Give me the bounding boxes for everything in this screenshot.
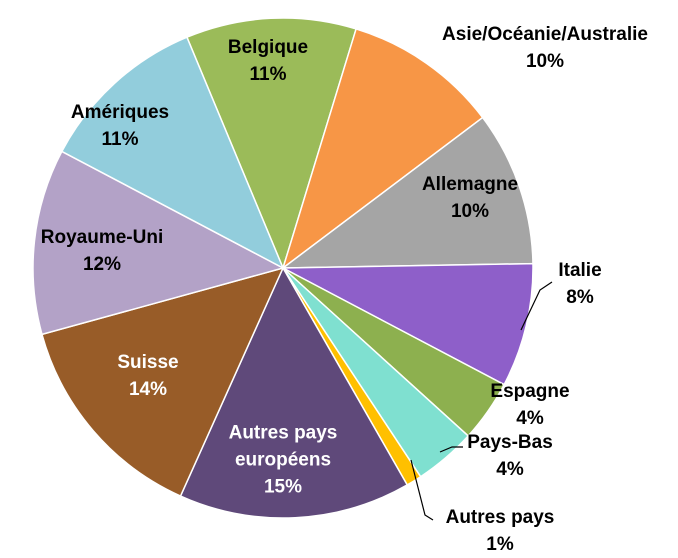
slice-label: Italie 8% <box>520 257 640 311</box>
slice-label: Espagne 4% <box>470 378 590 432</box>
pie-slice <box>282 262 534 386</box>
slice-label: Suisse 14% <box>78 349 218 403</box>
category-name: Amériques <box>70 102 170 123</box>
category-name: Autres pays européens <box>228 422 338 471</box>
pie-slice <box>281 27 484 270</box>
category-name: Espagne <box>490 381 570 402</box>
slice-label: Royaume-Uni 12% <box>17 224 187 278</box>
value-label: 4% <box>496 459 524 480</box>
value-label: 15% <box>263 476 303 498</box>
category-name: Asie/Océanie/Australie <box>442 24 648 45</box>
value-label: 8% <box>566 287 594 308</box>
pie-slice <box>60 36 285 270</box>
value-label: 14% <box>128 379 168 400</box>
pie-slice <box>41 266 285 498</box>
category-name: Italie <box>558 260 602 281</box>
value-label: 10% <box>525 51 565 72</box>
pie-slice <box>32 150 286 336</box>
category-name: Pays-Bas <box>467 432 553 453</box>
leader-line <box>520 281 553 331</box>
category-name: Autres pays <box>445 507 555 528</box>
category-name: Royaume-Uni <box>40 227 164 248</box>
slice-label: Belgique 11% <box>168 34 368 88</box>
slice-label: Autres pays européens 15% <box>198 420 368 501</box>
value-label: 4% <box>516 408 544 429</box>
value-label: 11% <box>101 129 139 150</box>
pie-slice <box>179 266 409 519</box>
value-label: 10% <box>450 201 490 222</box>
category-name: Allemagne <box>421 174 519 195</box>
pie-slice <box>185 17 358 271</box>
value-label: 12% <box>82 254 122 275</box>
leader-line <box>439 446 463 453</box>
category-name: Belgique <box>227 37 309 58</box>
value-label: 11% <box>249 64 287 85</box>
slice-label: Amériques 11% <box>40 99 200 153</box>
slice-label: Pays-Bas 4% <box>445 429 575 483</box>
slice-label: Allemagne 10% <box>370 171 570 225</box>
value-label: 1% <box>486 534 514 555</box>
pie-slice <box>280 116 534 269</box>
category-name: Suisse <box>117 352 179 373</box>
leader-line <box>410 459 434 521</box>
slice-label: Autres pays 1% <box>420 504 580 558</box>
slice-label: Asie/Océanie/Australie 10% <box>395 21 678 75</box>
